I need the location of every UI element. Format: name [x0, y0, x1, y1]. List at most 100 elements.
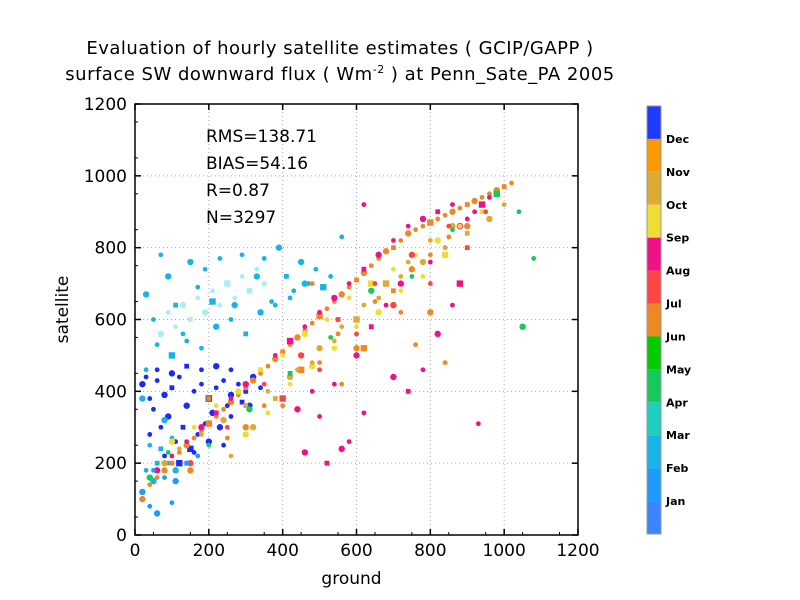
- data-point: [243, 331, 249, 337]
- data-point: [408, 251, 416, 259]
- data-point: [272, 396, 278, 401]
- data-point: [404, 230, 412, 237]
- data-point: [320, 283, 327, 291]
- data-point: [179, 301, 187, 309]
- data-point: [449, 208, 456, 215]
- data-point: [173, 302, 179, 308]
- data-point: [324, 306, 330, 312]
- data-point: [294, 334, 301, 341]
- data-point: [154, 342, 160, 348]
- colorbar-segment: [647, 369, 661, 403]
- data-point: [139, 495, 146, 503]
- colorbar-segment: [647, 303, 661, 337]
- data-point: [157, 330, 165, 338]
- data-point: [531, 256, 537, 261]
- data-point: [483, 209, 489, 215]
- colorbar-segment: [647, 270, 661, 304]
- data-point: [291, 288, 297, 294]
- data-point: [339, 381, 345, 387]
- data-point: [354, 277, 359, 283]
- data-point: [390, 373, 397, 381]
- data-point: [151, 467, 156, 473]
- data-point: [205, 420, 213, 427]
- data-point: [265, 388, 271, 394]
- data-point: [398, 274, 404, 279]
- data-point: [361, 302, 367, 308]
- data-point: [328, 274, 334, 279]
- data-point: [162, 475, 167, 480]
- data-point: [339, 324, 345, 330]
- data-point: [258, 385, 263, 391]
- colorbar-segment: [647, 402, 661, 436]
- data-point: [165, 309, 171, 315]
- data-point: [246, 406, 253, 413]
- data-point: [446, 223, 452, 229]
- legend-label-may: May: [666, 363, 691, 376]
- data-point: [475, 421, 481, 427]
- data-point: [516, 209, 522, 215]
- data-point: [427, 252, 433, 258]
- data-point: [442, 245, 448, 251]
- data-point: [353, 345, 360, 352]
- data-point: [249, 377, 257, 384]
- x-tick-label: 400: [266, 541, 298, 561]
- data-point: [183, 442, 190, 449]
- legend-label-oct: Oct: [666, 199, 687, 212]
- data-point: [265, 363, 271, 369]
- data-point: [153, 467, 161, 474]
- data-point: [195, 432, 201, 437]
- data-point: [286, 337, 294, 345]
- data-point: [142, 291, 150, 298]
- data-point: [346, 295, 352, 301]
- data-point: [280, 349, 286, 355]
- data-point: [450, 202, 455, 207]
- data-point: [335, 331, 341, 337]
- data-point: [471, 197, 478, 205]
- data-point: [184, 460, 190, 466]
- data-point: [464, 202, 470, 207]
- data-point: [172, 467, 179, 474]
- data-point: [139, 380, 146, 388]
- data-point: [227, 391, 235, 399]
- data-point: [206, 396, 212, 401]
- data-point: [195, 284, 201, 290]
- legend-label-dec: Dec: [666, 133, 689, 146]
- y-tick-label: 600: [95, 311, 127, 331]
- x-axis-title: ground: [321, 569, 381, 589]
- data-point: [398, 238, 404, 243]
- x-tick-label: 1000: [483, 541, 526, 561]
- data-point: [180, 331, 186, 337]
- data-point: [168, 352, 176, 359]
- data-point: [464, 245, 470, 251]
- data-point: [228, 367, 234, 373]
- y-tick-label: 400: [95, 382, 127, 402]
- data-point: [187, 467, 194, 474]
- data-point: [368, 324, 374, 330]
- data-point: [413, 227, 418, 233]
- x-tick-label: 600: [340, 541, 372, 561]
- data-point: [158, 252, 164, 258]
- data-point: [519, 323, 526, 330]
- legend-label-nov: Nov: [666, 166, 691, 179]
- colorbar-frame: [646, 105, 662, 535]
- data-point: [154, 460, 160, 466]
- data-point: [368, 287, 375, 294]
- data-point: [261, 256, 267, 261]
- data-point: [398, 288, 404, 294]
- data-point: [464, 216, 470, 222]
- data-point: [353, 316, 360, 323]
- data-point: [191, 449, 197, 455]
- data-point: [187, 258, 194, 266]
- legend-label-jan: Jan: [665, 495, 685, 508]
- data-point: [235, 381, 241, 387]
- data-point: [187, 445, 194, 452]
- x-tick-label: 1200: [556, 541, 599, 561]
- data-point: [217, 302, 223, 308]
- data-point: [224, 435, 230, 441]
- data-point: [165, 449, 171, 455]
- data-point: [361, 266, 367, 272]
- data-point: [316, 345, 323, 352]
- data-point: [151, 406, 156, 412]
- colorbar-segment: [647, 435, 661, 469]
